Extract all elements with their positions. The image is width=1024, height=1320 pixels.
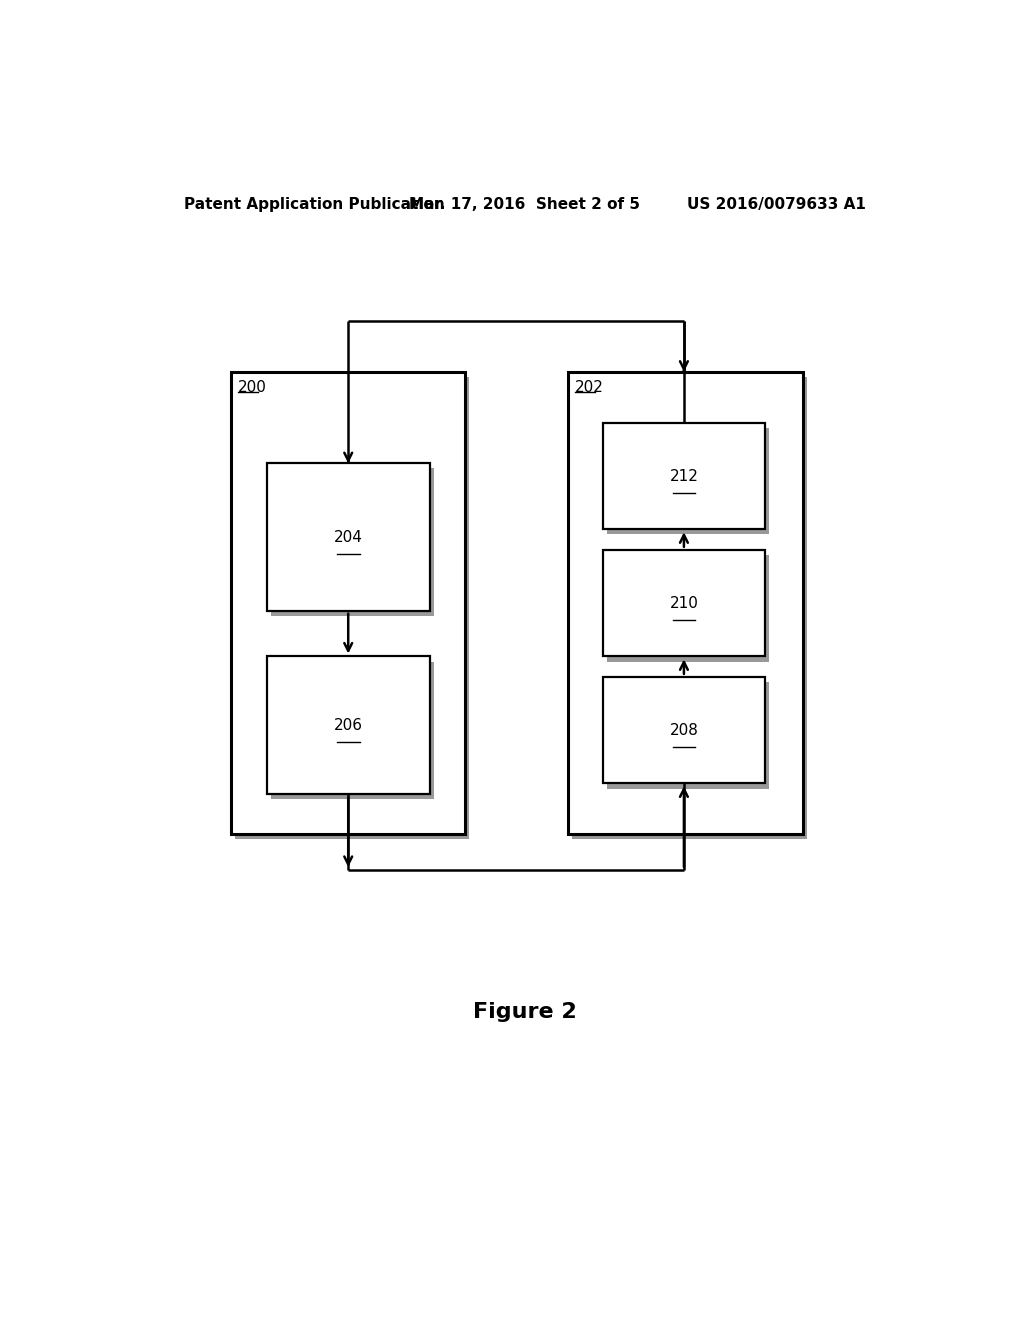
Bar [231, 372, 465, 834]
Bar [602, 677, 765, 784]
Text: 208: 208 [670, 722, 698, 738]
Bar [236, 378, 469, 840]
Bar [606, 682, 769, 788]
Text: 204: 204 [334, 529, 362, 545]
Bar [606, 554, 769, 661]
Bar [270, 469, 433, 615]
Text: 210: 210 [670, 595, 698, 611]
Text: 206: 206 [334, 718, 362, 733]
Bar [568, 372, 803, 834]
Text: Mar. 17, 2016  Sheet 2 of 5: Mar. 17, 2016 Sheet 2 of 5 [410, 197, 640, 211]
Text: Patent Application Publication: Patent Application Publication [183, 197, 444, 211]
Bar [602, 422, 765, 529]
Bar [267, 656, 430, 793]
Bar [606, 428, 769, 535]
Bar [602, 549, 765, 656]
Text: Figure 2: Figure 2 [473, 1002, 577, 1022]
Text: 200: 200 [238, 380, 266, 395]
Bar [267, 463, 430, 611]
Bar [572, 378, 807, 840]
Text: 212: 212 [670, 469, 698, 483]
Bar [270, 661, 433, 799]
Text: US 2016/0079633 A1: US 2016/0079633 A1 [687, 197, 866, 211]
Text: 202: 202 [574, 380, 604, 395]
